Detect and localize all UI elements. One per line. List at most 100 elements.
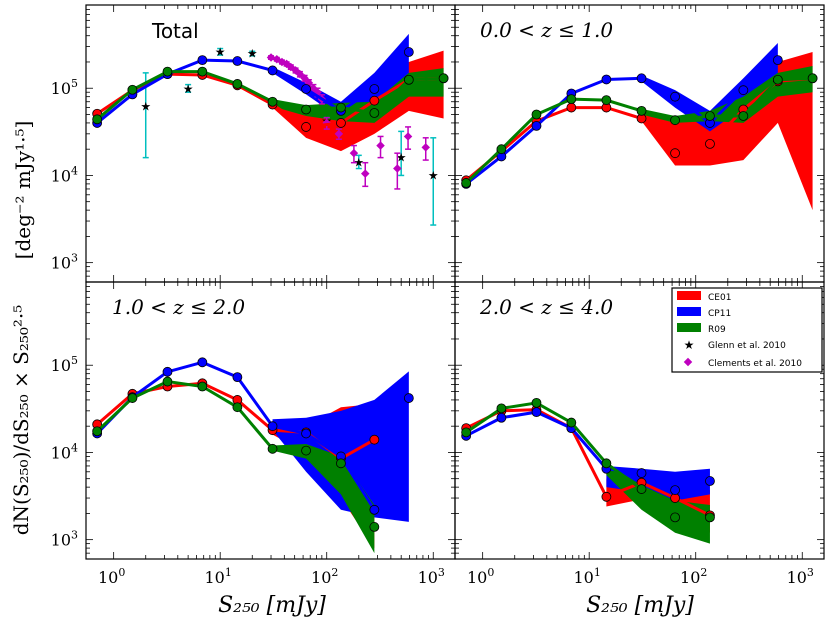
point-cp11 xyxy=(772,55,783,66)
point-cp11 xyxy=(301,428,311,439)
legend-label-glenn: Glenn et al. 2010 xyxy=(708,341,786,351)
line-cp11 xyxy=(465,58,779,186)
point-cp11 xyxy=(601,74,612,85)
legend: CE01 CP11 R09 ★ Glenn et al. 2010 Clemen… xyxy=(671,287,823,373)
clements-point xyxy=(376,141,385,150)
point-cp11 xyxy=(369,84,380,94)
x-tick-label: 101 xyxy=(574,566,601,587)
x-tick-label: 100 xyxy=(98,566,125,587)
point-r09 xyxy=(531,109,542,120)
x-tick-label: 101 xyxy=(205,566,232,587)
point-cp11 xyxy=(232,56,243,66)
point-ce01 xyxy=(369,95,380,106)
band-cp11 xyxy=(606,465,710,501)
point-r09 xyxy=(92,426,103,437)
glenn-point: ★ xyxy=(140,99,151,113)
point-r09 xyxy=(531,397,542,408)
point-r09 xyxy=(162,376,173,387)
point-cp11 xyxy=(531,120,542,131)
point-r09 xyxy=(670,115,680,126)
y-axis-label-bottom: dN(S₂₅₀)/dS₂₅₀ × S₂₅₀²·⁵ xyxy=(9,305,33,536)
y-axis-label-top: [deg⁻² mJy¹·⁵] xyxy=(11,121,35,260)
point-r09 xyxy=(636,105,647,116)
x-tick-label: 100 xyxy=(467,566,494,587)
x-tick-label: 102 xyxy=(311,566,338,587)
plot-area xyxy=(461,43,818,211)
line-r09 xyxy=(465,401,710,519)
line-cp11 xyxy=(465,410,711,492)
clements-point xyxy=(295,69,305,79)
point-r09 xyxy=(162,66,173,77)
point-ce01 xyxy=(301,122,311,132)
clements-point xyxy=(421,143,430,152)
point-r09 xyxy=(636,484,647,494)
legend-patch-cp11 xyxy=(677,307,701,316)
legend-marker-clements-diamond-icon xyxy=(683,357,693,367)
point-r09 xyxy=(267,443,278,454)
legend-label-r09: R09 xyxy=(708,325,726,335)
panel-title-z1-2: 1.0 < z ≤ 2.0 xyxy=(112,295,245,319)
point-cp11 xyxy=(531,407,542,418)
point-r09 xyxy=(461,178,472,188)
point-cp11 xyxy=(162,366,173,377)
point-r09 xyxy=(670,512,680,523)
point-cp11 xyxy=(197,55,208,66)
point-r09 xyxy=(127,393,138,403)
panel-title-z2-4: 2.0 < z ≤ 4.0 xyxy=(479,295,613,319)
clements-point xyxy=(349,148,359,158)
x-tick-label: 103 xyxy=(418,566,445,587)
point-r09 xyxy=(197,381,208,392)
point-r09 xyxy=(336,102,346,113)
legend-label-ce01: CE01 xyxy=(708,293,731,303)
point-r09 xyxy=(197,66,208,77)
clements-point xyxy=(393,164,402,173)
point-r09 xyxy=(438,73,449,84)
point-cp11 xyxy=(267,65,278,76)
legend-marker-glenn-star-icon: ★ xyxy=(684,338,695,352)
point-r09 xyxy=(267,96,278,107)
point-r09 xyxy=(369,108,380,118)
glenn-point: ★ xyxy=(353,156,364,170)
point-r09 xyxy=(738,111,749,121)
point-r09 xyxy=(705,111,715,121)
point-cp11 xyxy=(197,357,208,368)
panel-title-z0-1: 0.0 < z ≤ 1.0 xyxy=(480,18,613,42)
panel-title-total: Total xyxy=(151,19,199,43)
clements-point xyxy=(403,132,413,141)
point-r09 xyxy=(336,458,346,469)
point-r09 xyxy=(403,74,414,85)
point-r09 xyxy=(496,144,507,155)
point-r09 xyxy=(369,522,380,532)
point-cp11 xyxy=(636,73,647,84)
legend-patch-ce01 xyxy=(677,291,701,300)
glenn-point: ★ xyxy=(428,168,439,182)
plot-area xyxy=(461,397,715,544)
x-axis-label-left: S₂₅₀ [mJy] xyxy=(218,593,326,618)
point-ce01 xyxy=(566,102,577,113)
point-cp11 xyxy=(403,47,414,57)
point-r09 xyxy=(566,417,577,428)
point-cp11 xyxy=(232,372,243,383)
point-cp11 xyxy=(670,91,680,102)
x-axis-label-right: S₂₅₀ [mJy] xyxy=(586,593,694,618)
point-r09 xyxy=(232,79,243,89)
point-ce01 xyxy=(369,434,380,445)
y-tick-label: 103 xyxy=(51,529,78,550)
point-cp11 xyxy=(670,485,680,495)
line-cp11 xyxy=(96,360,411,514)
point-r09 xyxy=(461,427,472,438)
point-r09 xyxy=(301,104,311,115)
point-cp11 xyxy=(738,85,749,96)
point-r09 xyxy=(772,74,783,85)
line-ce01 xyxy=(465,408,711,517)
plot-area: ★★★★★★★★ xyxy=(92,33,449,226)
point-r09 xyxy=(601,95,612,106)
point-ce01 xyxy=(336,118,346,128)
point-r09 xyxy=(301,445,311,456)
panel-z0-1 xyxy=(454,4,825,283)
point-r09 xyxy=(705,512,715,523)
glenn-point: ★ xyxy=(396,151,407,165)
clements-point xyxy=(361,169,370,178)
y-tick-label: 104 xyxy=(51,441,78,462)
